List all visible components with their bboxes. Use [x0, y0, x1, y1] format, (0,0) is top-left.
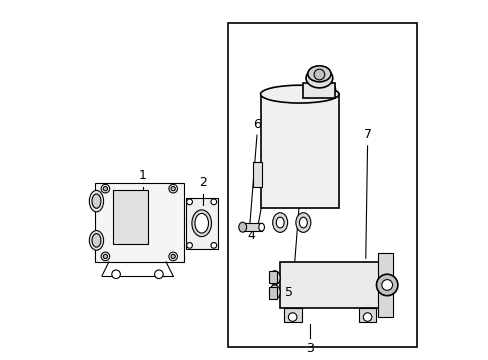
Bar	[95, 183, 183, 262]
Circle shape	[210, 243, 216, 248]
Bar	[269, 287, 276, 299]
Bar	[280, 262, 379, 308]
Text: 6: 6	[252, 117, 261, 131]
Circle shape	[288, 313, 296, 321]
Text: 3: 3	[306, 342, 314, 355]
Circle shape	[154, 270, 163, 279]
Ellipse shape	[269, 285, 280, 299]
Bar	[185, 198, 217, 249]
Text: 1: 1	[139, 168, 146, 181]
Circle shape	[101, 184, 109, 193]
Bar	[378, 253, 392, 317]
Bar	[283, 308, 301, 323]
Circle shape	[168, 184, 177, 193]
Bar	[253, 162, 262, 187]
Ellipse shape	[191, 210, 211, 237]
Circle shape	[103, 254, 107, 258]
Ellipse shape	[276, 217, 284, 228]
Circle shape	[363, 313, 371, 321]
Ellipse shape	[272, 213, 287, 232]
Ellipse shape	[307, 66, 330, 82]
Bar	[112, 190, 148, 244]
Ellipse shape	[303, 82, 335, 96]
Circle shape	[376, 274, 397, 296]
Bar	[260, 94, 338, 208]
Circle shape	[210, 199, 216, 205]
Ellipse shape	[195, 213, 208, 233]
Ellipse shape	[92, 194, 101, 208]
Ellipse shape	[299, 217, 306, 228]
Circle shape	[186, 243, 192, 248]
Text: 2: 2	[199, 176, 207, 189]
Bar	[358, 308, 376, 323]
Ellipse shape	[295, 213, 310, 232]
Circle shape	[186, 199, 192, 205]
Circle shape	[168, 252, 177, 261]
Bar	[228, 23, 417, 347]
Circle shape	[103, 186, 107, 191]
Circle shape	[313, 69, 324, 80]
Circle shape	[171, 186, 175, 191]
Circle shape	[171, 254, 175, 258]
Text: 7: 7	[363, 128, 371, 141]
Circle shape	[381, 280, 392, 290]
Text: 5: 5	[285, 285, 292, 298]
Ellipse shape	[89, 190, 103, 212]
Ellipse shape	[92, 234, 101, 247]
Text: 4: 4	[247, 229, 255, 242]
Bar	[242, 222, 262, 231]
Ellipse shape	[269, 271, 280, 285]
Ellipse shape	[260, 85, 338, 103]
Ellipse shape	[258, 223, 264, 231]
Ellipse shape	[238, 222, 246, 232]
Ellipse shape	[305, 68, 332, 88]
Circle shape	[112, 270, 120, 279]
Ellipse shape	[89, 230, 103, 250]
Circle shape	[101, 252, 109, 261]
Bar	[269, 271, 276, 283]
Bar	[303, 84, 335, 98]
